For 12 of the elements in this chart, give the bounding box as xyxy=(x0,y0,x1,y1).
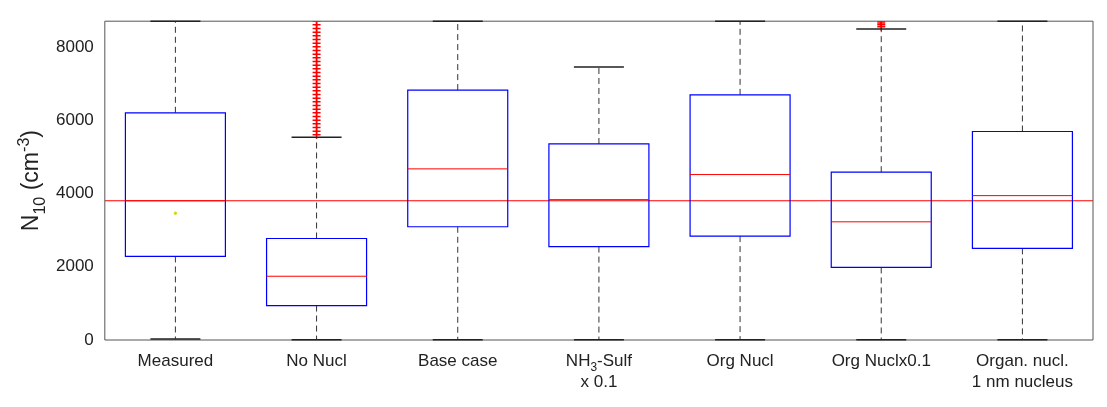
y-tick-label: 6000 xyxy=(55,109,94,129)
y-tick-label: 0 xyxy=(84,329,94,349)
x-tick-label: Measured xyxy=(137,351,214,370)
y-tick-label: 4000 xyxy=(55,183,94,203)
x-tick-label: Organ. nucl. 1 nm nucleus xyxy=(971,351,1073,391)
y-tick-label: 8000 xyxy=(55,36,94,56)
x-tick-label: No Nucl xyxy=(286,351,347,370)
y-tick-label: 2000 xyxy=(55,256,94,276)
x-tick-label: Base case xyxy=(418,351,498,370)
y-axis-title: N10 (cm-3) xyxy=(13,129,48,232)
x-tick-label: Org Nucl xyxy=(706,351,774,370)
x-tick-label: Org Nuclx0.1 xyxy=(831,351,931,370)
